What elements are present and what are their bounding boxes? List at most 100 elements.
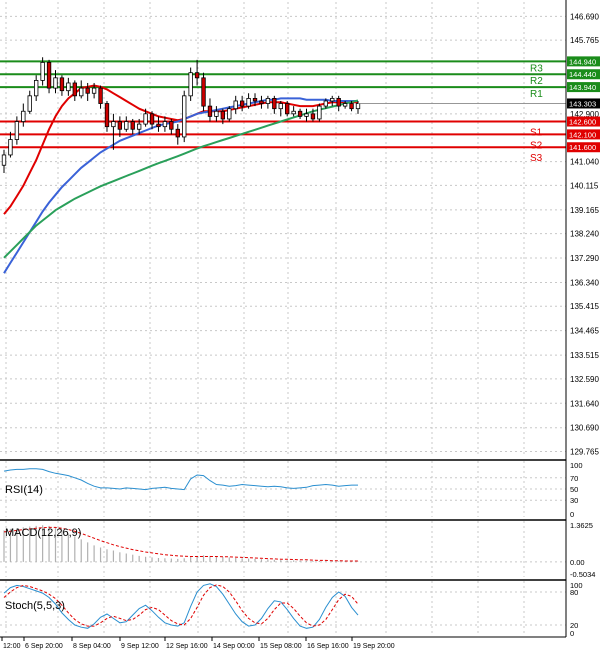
rsi-tick-label: 30 bbox=[570, 496, 578, 505]
candle bbox=[317, 103, 322, 122]
macd-title: MACD(12,26,9) bbox=[5, 527, 81, 539]
rsi-tick-label: 100 bbox=[570, 461, 583, 470]
macd-tick-label: -0.5034 bbox=[570, 570, 595, 579]
moving-average-line-ma_fast bbox=[3, 84, 358, 215]
candle bbox=[40, 57, 45, 86]
candle-body bbox=[21, 110, 26, 122]
candle bbox=[46, 59, 52, 94]
candle-body bbox=[111, 121, 116, 128]
candle bbox=[246, 93, 251, 109]
candle-body bbox=[233, 100, 238, 110]
level-price-label-s3: 141.600 bbox=[569, 143, 596, 152]
candle-body bbox=[259, 100, 264, 104]
candle-body bbox=[227, 108, 232, 120]
candle-body bbox=[336, 97, 341, 107]
candle-body bbox=[156, 123, 161, 128]
candle bbox=[194, 59, 200, 86]
candle bbox=[214, 106, 219, 122]
candle bbox=[233, 95, 238, 114]
time-tick-label: 12 Sep 16:00 bbox=[166, 643, 208, 650]
candle-body bbox=[194, 72, 200, 79]
candle bbox=[169, 118, 174, 135]
candle bbox=[265, 95, 271, 109]
candle-body bbox=[330, 97, 335, 102]
candle bbox=[143, 108, 148, 127]
candle-body bbox=[342, 103, 348, 107]
candle bbox=[252, 93, 258, 107]
candles bbox=[1, 57, 361, 173]
candle bbox=[104, 100, 110, 132]
macd-tick-label: 1.3625 bbox=[570, 521, 593, 530]
candle-body bbox=[72, 82, 77, 97]
candle bbox=[8, 131, 13, 158]
candle bbox=[349, 100, 354, 112]
candle bbox=[117, 116, 123, 137]
price-tick-label: 129.765 bbox=[570, 447, 599, 456]
candle-body bbox=[8, 139, 13, 156]
level-price-tag-s1 bbox=[567, 116, 600, 127]
level-price-tag-r2 bbox=[567, 69, 600, 80]
candle bbox=[14, 116, 20, 145]
candle-body bbox=[310, 113, 316, 120]
price-axis: 146.690 145.765 142.900 141.040 140.115 139.1… bbox=[570, 12, 599, 456]
candle bbox=[66, 77, 71, 96]
candle-body bbox=[117, 121, 123, 130]
candle-body bbox=[297, 110, 303, 117]
price-tick-label: 142.900 bbox=[570, 110, 599, 119]
candle-body bbox=[175, 128, 180, 138]
level-label-s1: S1 bbox=[530, 128, 543, 139]
candle-body bbox=[66, 82, 71, 92]
macd-signal-line bbox=[3, 526, 358, 562]
level-price-label-r2: 144.440 bbox=[569, 70, 596, 79]
candle bbox=[336, 95, 341, 112]
candle-body bbox=[85, 87, 90, 94]
time-tick-label: 9 Sep 12:00 bbox=[121, 643, 159, 650]
level-label-s2: S2 bbox=[530, 140, 543, 151]
candle-body bbox=[291, 110, 296, 115]
candle-body bbox=[34, 80, 39, 97]
candle bbox=[278, 100, 283, 117]
candle bbox=[111, 113, 116, 150]
candle-body bbox=[27, 95, 32, 112]
candle-body bbox=[272, 97, 277, 110]
level-price-label-r3: 144.940 bbox=[569, 57, 596, 66]
candle-body bbox=[1, 154, 7, 166]
moving-average-line-ma_slow bbox=[3, 99, 359, 259]
level-label-s3: S3 bbox=[530, 153, 543, 164]
candle bbox=[136, 118, 142, 135]
candle-body bbox=[285, 103, 290, 115]
candle-body bbox=[59, 77, 65, 92]
candle bbox=[34, 75, 39, 101]
macd-tick-label: 0.00 bbox=[570, 558, 585, 567]
candle bbox=[342, 100, 348, 109]
stoch-tick-label: 100 bbox=[570, 581, 583, 590]
price-tick-label: 136.340 bbox=[570, 278, 599, 287]
price-tick-label: 145.765 bbox=[570, 36, 599, 45]
grid-lines bbox=[0, 2, 566, 636]
candle bbox=[259, 95, 264, 109]
candle-body bbox=[104, 103, 110, 128]
candle bbox=[239, 95, 245, 112]
candle bbox=[201, 72, 206, 112]
candle bbox=[156, 116, 161, 132]
candle-body bbox=[214, 110, 219, 117]
candle bbox=[130, 118, 135, 135]
candle-body bbox=[14, 121, 20, 140]
level-price-label-s2: 142.100 bbox=[569, 130, 596, 139]
candle-body bbox=[53, 77, 58, 89]
candle-body bbox=[246, 97, 251, 107]
candle-body bbox=[278, 103, 283, 110]
candle bbox=[98, 85, 103, 109]
current-price-tag bbox=[567, 98, 600, 109]
stoch-tick-label: 0 bbox=[570, 629, 574, 638]
candle-body bbox=[239, 100, 245, 107]
price-tick-label: 137.290 bbox=[570, 254, 599, 263]
candle-body bbox=[124, 121, 129, 130]
price-tick-label: 130.690 bbox=[570, 424, 599, 433]
price-tick-label: 134.465 bbox=[570, 327, 599, 336]
price-tick-label: 138.240 bbox=[570, 230, 599, 239]
candle-body bbox=[143, 113, 148, 125]
candle-body bbox=[46, 62, 52, 89]
